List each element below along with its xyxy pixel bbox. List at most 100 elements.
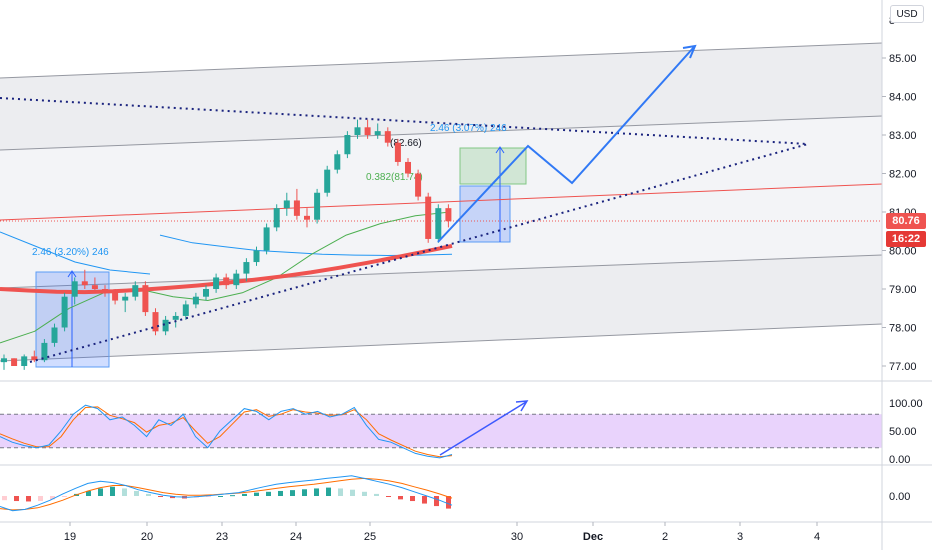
candle-body xyxy=(435,208,442,239)
candle xyxy=(243,258,250,282)
candle xyxy=(61,292,68,332)
candle-body xyxy=(415,173,422,197)
candle xyxy=(253,246,260,266)
stochastic-pane[interactable] xyxy=(0,400,882,459)
candle xyxy=(213,273,220,293)
time-tick-label: 2 xyxy=(662,531,668,543)
price-tick-label: 85.00 xyxy=(889,53,917,65)
channel-bottom-line xyxy=(0,323,883,362)
macd-histogram-bar xyxy=(110,486,115,496)
macd-histogram-bar xyxy=(278,490,283,496)
price-tick-label: 83.00 xyxy=(889,130,917,142)
candle xyxy=(192,292,199,309)
macd-histogram-bar xyxy=(146,493,151,496)
stoch-tick-label: 100.00 xyxy=(889,398,923,410)
candle xyxy=(445,204,452,228)
macd-histogram-bar xyxy=(290,490,295,496)
macd-pane[interactable] xyxy=(0,475,453,512)
price-tick-label: 79.00 xyxy=(889,284,917,296)
candle-body xyxy=(384,131,391,143)
macd-histogram-bar xyxy=(266,491,271,496)
candle-body xyxy=(253,250,260,263)
time-tick-label: Dec xyxy=(583,531,603,543)
candle xyxy=(344,131,351,159)
candle-body xyxy=(172,315,179,320)
candle-body xyxy=(243,262,250,274)
time-tick-label: 25 xyxy=(364,531,376,543)
candle-body xyxy=(71,281,78,297)
projection-arrowhead xyxy=(682,44,697,59)
time-tick-label: 23 xyxy=(216,531,228,543)
measure-arrowhead-left xyxy=(67,270,77,278)
time-tick-label: 4 xyxy=(814,531,820,543)
candle-body xyxy=(51,327,58,343)
candle xyxy=(1,354,7,370)
candle xyxy=(132,281,139,301)
macd-histogram-bar xyxy=(230,495,235,497)
candle xyxy=(364,119,371,139)
candle xyxy=(152,308,159,336)
candle-body xyxy=(112,292,119,301)
candle xyxy=(51,323,58,347)
currency-button[interactable]: USD xyxy=(890,5,924,23)
candle xyxy=(223,273,230,289)
macd-histogram-bar xyxy=(254,492,259,496)
macd-histogram-bar xyxy=(302,489,307,496)
measure-arrowhead-right xyxy=(495,146,505,154)
macd-line xyxy=(0,475,453,512)
candle-body xyxy=(21,356,28,366)
price-tick-label: 80.00 xyxy=(889,246,917,258)
time-tick-label: 19 xyxy=(64,531,76,543)
candle-body xyxy=(283,200,290,209)
macd-histogram-bar xyxy=(446,496,451,509)
candle xyxy=(324,165,331,197)
time-tick-label: 24 xyxy=(290,531,302,543)
price-tick-label: 78.00 xyxy=(889,323,917,335)
candle-body xyxy=(374,131,381,135)
candle-body xyxy=(81,281,88,286)
channel-top-line xyxy=(0,42,883,79)
candle-body xyxy=(61,296,68,328)
macd-histogram-bar xyxy=(14,496,19,502)
candle xyxy=(263,223,270,255)
candle-body xyxy=(273,208,280,228)
candle xyxy=(273,204,280,232)
candle xyxy=(172,312,179,328)
fib-high-label: (82.66) xyxy=(390,138,422,149)
macd-histogram-bar xyxy=(374,493,379,496)
candle xyxy=(384,127,391,147)
macd-histogram-bar xyxy=(326,487,331,496)
macd-histogram-bar xyxy=(2,496,7,501)
macd-histogram-bar xyxy=(158,496,163,497)
time-tick-label: 3 xyxy=(737,531,743,543)
macd-histogram-bar xyxy=(386,496,391,497)
candle-body xyxy=(304,215,310,220)
candle-body xyxy=(152,312,159,332)
candle-body xyxy=(31,356,38,361)
stoch-projection-arrow xyxy=(439,401,527,456)
stoch-band xyxy=(0,414,882,448)
candle-body xyxy=(132,285,139,297)
channel-lower-mid-line xyxy=(0,254,883,289)
price-pane[interactable] xyxy=(0,44,883,370)
measure-label-right: 2.46 (3.07%) 246 xyxy=(430,123,507,134)
candle xyxy=(41,339,48,363)
candle-body xyxy=(142,285,149,313)
channel-upper-mid-line xyxy=(0,115,883,151)
candle-body xyxy=(293,200,300,216)
time-tick-label: 30 xyxy=(511,531,523,543)
candle xyxy=(293,188,300,220)
candle xyxy=(21,354,28,370)
candle-body xyxy=(233,273,240,286)
macd-histogram-bar xyxy=(206,496,211,497)
candle xyxy=(354,119,361,139)
candle xyxy=(91,277,98,293)
price-tick-label: 84.00 xyxy=(889,92,917,104)
candle-body xyxy=(425,196,432,239)
stoch-d-line xyxy=(0,406,453,458)
measure-label-left: 2.46 (3.20%) 246 xyxy=(32,247,109,258)
macd-histogram-bar xyxy=(170,496,175,499)
macd-histogram-bar xyxy=(122,488,127,496)
